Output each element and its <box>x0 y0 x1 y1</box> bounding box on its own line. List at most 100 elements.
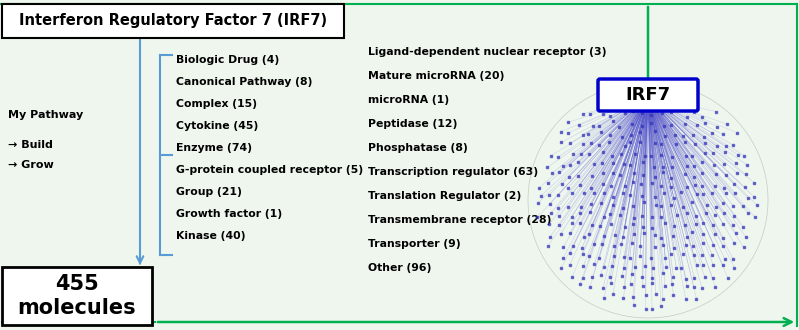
Text: Enzyme (74): Enzyme (74) <box>176 143 252 153</box>
Point <box>562 131 574 136</box>
Point <box>626 109 639 114</box>
Point <box>551 154 564 160</box>
Point <box>575 151 588 157</box>
Point <box>730 170 743 176</box>
Point <box>710 143 723 148</box>
Point <box>593 142 606 148</box>
Point <box>654 214 667 220</box>
Point <box>678 222 691 227</box>
Point <box>576 132 589 137</box>
Point <box>707 262 720 267</box>
Point <box>617 295 630 301</box>
Point <box>668 224 681 229</box>
Point <box>557 255 570 261</box>
Point <box>708 162 721 167</box>
Point <box>603 133 616 138</box>
Point <box>604 280 617 286</box>
Point <box>586 223 598 228</box>
Point <box>741 163 753 168</box>
Point <box>606 153 618 158</box>
Point <box>628 264 641 270</box>
Point <box>648 174 661 179</box>
Point <box>646 306 658 312</box>
Point <box>741 195 754 200</box>
Point <box>658 101 670 106</box>
Point <box>717 200 729 206</box>
Point <box>696 191 709 197</box>
Point <box>594 130 607 135</box>
Point <box>718 256 731 261</box>
Point <box>646 265 659 270</box>
Text: Transmembrane receptor (28): Transmembrane receptor (28) <box>368 215 551 225</box>
Point <box>535 193 548 198</box>
Point <box>656 110 669 116</box>
Point <box>656 170 669 175</box>
Point <box>742 211 755 216</box>
Point <box>706 222 719 228</box>
Point <box>587 124 600 129</box>
Point <box>729 230 742 235</box>
Point <box>686 153 698 158</box>
Point <box>563 230 576 236</box>
Point <box>577 111 590 116</box>
Point <box>687 284 700 289</box>
Point <box>717 221 729 227</box>
Point <box>553 170 566 175</box>
Point <box>625 132 638 137</box>
Point <box>696 160 709 165</box>
Point <box>557 245 570 250</box>
Point <box>588 161 601 166</box>
Text: Transcription regulator (63): Transcription regulator (63) <box>368 167 538 177</box>
Point <box>689 141 702 146</box>
Point <box>654 142 667 147</box>
Point <box>666 154 679 159</box>
Point <box>670 141 683 146</box>
Point <box>656 242 669 248</box>
Text: IRF7: IRF7 <box>626 86 670 104</box>
Point <box>670 213 683 218</box>
Point <box>574 204 587 209</box>
Point <box>748 194 761 199</box>
Point <box>687 252 700 258</box>
Point <box>626 203 639 209</box>
Point <box>675 189 688 195</box>
Point <box>649 291 662 296</box>
Point <box>577 251 590 256</box>
Point <box>598 264 610 269</box>
Text: Growth factor (1): Growth factor (1) <box>176 209 282 219</box>
Point <box>686 133 699 138</box>
Point <box>639 93 652 98</box>
Point <box>531 200 544 206</box>
Point <box>636 283 649 289</box>
Point <box>697 220 710 225</box>
Point <box>665 184 678 190</box>
Point <box>698 274 711 280</box>
Point <box>698 135 711 140</box>
Point <box>680 163 693 169</box>
Point <box>587 241 600 247</box>
Point <box>614 151 627 156</box>
Point <box>644 113 657 118</box>
Point <box>660 265 673 270</box>
Point <box>606 203 619 208</box>
Point <box>648 245 661 250</box>
Point <box>698 120 711 125</box>
Point <box>721 276 734 281</box>
Point <box>721 121 733 127</box>
Point <box>670 265 683 271</box>
Point <box>543 222 555 227</box>
Point <box>665 175 678 180</box>
Point <box>665 101 678 106</box>
Point <box>728 241 741 246</box>
Point <box>690 122 703 127</box>
Point <box>566 244 579 249</box>
Point <box>617 205 630 211</box>
Point <box>675 265 688 271</box>
Point <box>588 262 601 267</box>
Point <box>562 204 574 210</box>
Point <box>531 215 544 220</box>
Text: Translation Regulator (2): Translation Regulator (2) <box>368 191 521 201</box>
Point <box>634 129 646 135</box>
Point <box>598 190 610 195</box>
Point <box>665 252 678 257</box>
